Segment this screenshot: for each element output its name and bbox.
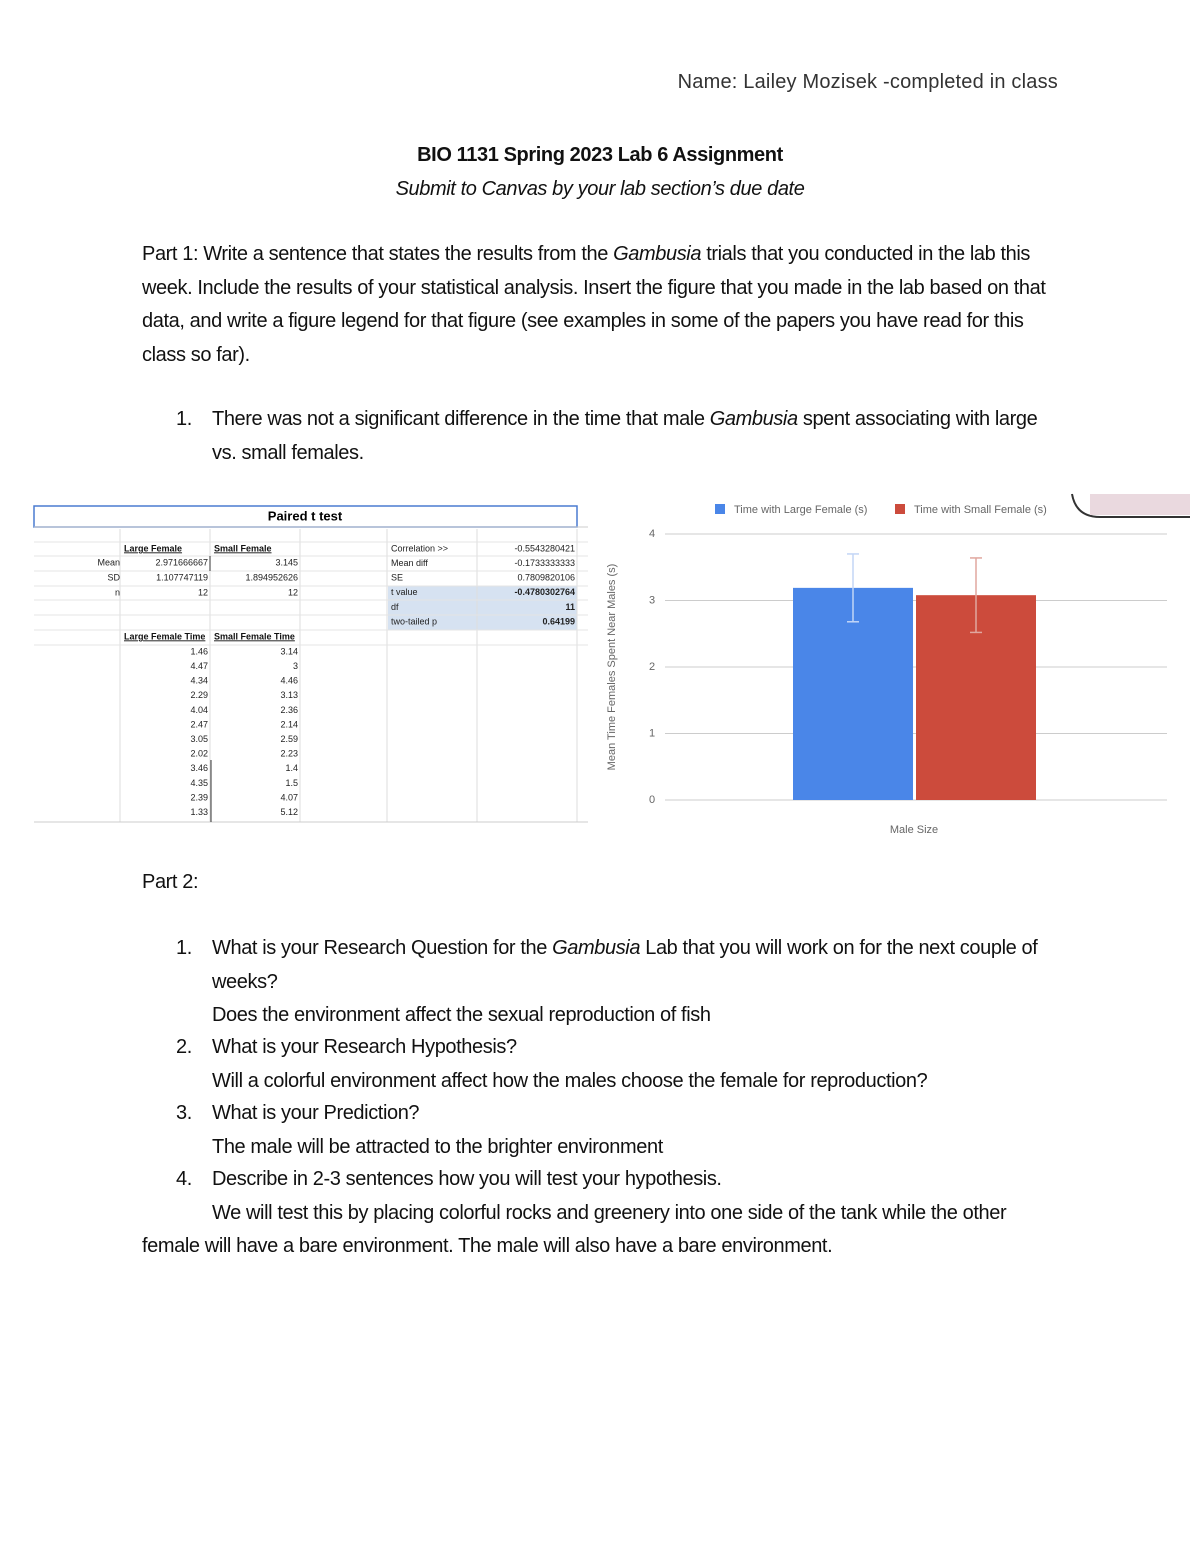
legend-swatch [715,504,725,514]
stat-value: 11 [565,602,575,612]
row-label: Mean [97,557,120,567]
cell: 3.46 [190,763,208,773]
y-tick-label: 4 [649,528,655,540]
stat-label: df [391,602,399,612]
text-run: What is your Research Question for the [212,937,553,959]
cell: 3.14 [280,646,298,656]
cell: 4.07 [280,792,298,802]
cell: 2.971666667 [155,557,208,567]
row-label: SD [107,572,120,582]
subtitle: Submit to Canvas by your lab section’s d… [395,178,805,200]
cell: 1.5 [285,778,298,788]
list-number: 1. [176,937,192,959]
question: What is your Research Question for the G… [212,932,1062,999]
cell: 2.23 [280,749,298,759]
question: What is your Research Hypothesis? [212,1036,517,1058]
cell: 2.39 [190,792,208,802]
y-tick-label: 1 [649,727,655,739]
cell: 2.59 [280,734,298,744]
cell: 3 [293,661,298,671]
cell: 2.02 [190,749,208,759]
y-tick-label: 0 [649,794,655,806]
cell: 1.46 [190,646,208,656]
y-axis-label: Mean Time Females Spent Near Males (s) [606,564,618,771]
stat-value: -0.5543280421 [514,543,575,553]
legend-swatch [895,504,905,514]
cell: 5.12 [280,807,298,817]
question: Describe in 2-3 sentences how you will t… [212,1168,722,1190]
cell: 3.145 [275,557,298,567]
y-tick-label: 3 [649,594,655,606]
answer: We will test this by placing colorful ro… [142,1201,1007,1258]
cell: 1.33 [190,807,208,817]
stat-value: 0.64199 [542,616,575,626]
list-number: 3. [176,1102,192,1124]
sheet-title: Paired t test [268,508,343,523]
text-run: trials that you conducted in the lab thi… [142,243,1046,366]
text-run: Gambusia [613,243,702,265]
column-header: Large Female [124,543,182,553]
cell: 2.14 [280,719,298,729]
answer: Does the environment affect the sexual r… [212,1004,711,1026]
list-number: 2. [176,1036,192,1058]
highlight [388,586,577,630]
stat-value: -0.4780302764 [514,587,575,597]
stat-label: Correlation >> [391,543,448,553]
error-bar [847,553,859,623]
cell: 4.47 [190,661,208,671]
stat-value: 0.7809820106 [517,573,575,583]
column-header: Small Female [214,543,272,553]
answer: The male will be attracted to the bright… [212,1135,663,1158]
list-number: 4. [176,1168,192,1190]
bar [793,587,913,800]
text-run: Part 1: Write a sentence that states the… [142,243,614,265]
error-bar [970,557,982,634]
x-axis-label: Male Size [890,824,938,836]
part1-answer: There was not a significant difference i… [212,403,1062,470]
cell: 2.29 [190,690,208,700]
row-label: n [115,587,120,597]
cell: 4.04 [190,705,208,715]
legend-label: Time with Large Female (s) [734,504,867,516]
list-number: 1. [176,408,192,430]
cell: 4.34 [190,676,208,686]
part2-label: Part 2: [142,871,199,893]
title: BIO 1131 Spring 2023 Lab 6 Assignment [417,144,783,166]
decoration [1090,494,1190,515]
answer: Will a colorful environment affect how t… [212,1069,928,1092]
cell: 4.46 [280,676,298,686]
text-run: There was not a significant difference i… [212,408,710,430]
cell: 3.05 [190,734,208,744]
text-run: spent associating with large vs. small f… [212,408,1038,464]
legend-label: Time with Small Female (s) [914,504,1047,516]
cell: 12 [288,587,298,597]
column-header: Small Female Time [214,631,295,641]
text-run: Lab that you will work on for the next c… [212,937,1038,993]
cell: 2.36 [280,705,298,715]
column-header: Large Female Time [124,631,205,641]
cell: 12 [198,587,208,597]
stat-label: two-tailed p [391,616,437,626]
cell: 3.13 [280,690,298,700]
cell: 1.107747119 [156,572,208,582]
stat-value: -0.1733333333 [514,558,575,568]
question: What is your Prediction? [212,1102,420,1124]
part1-prompt: Part 1: Write a sentence that states the… [142,238,1062,372]
student-name: Name: Lailey Mozisek -completed in class [677,71,1058,93]
text-run: Gambusia [709,408,798,430]
stat-label: Mean diff [391,558,428,568]
cell: 1.894952626 [245,572,298,582]
stat-label: SE [391,573,403,583]
cell: 4.35 [190,778,208,788]
cell: 2.47 [190,719,208,729]
decoration [1071,493,1190,518]
stat-label: t value [391,587,418,597]
y-tick-label: 2 [649,661,655,673]
text-run: Gambusia [552,937,641,959]
cell: 1.4 [285,763,298,773]
